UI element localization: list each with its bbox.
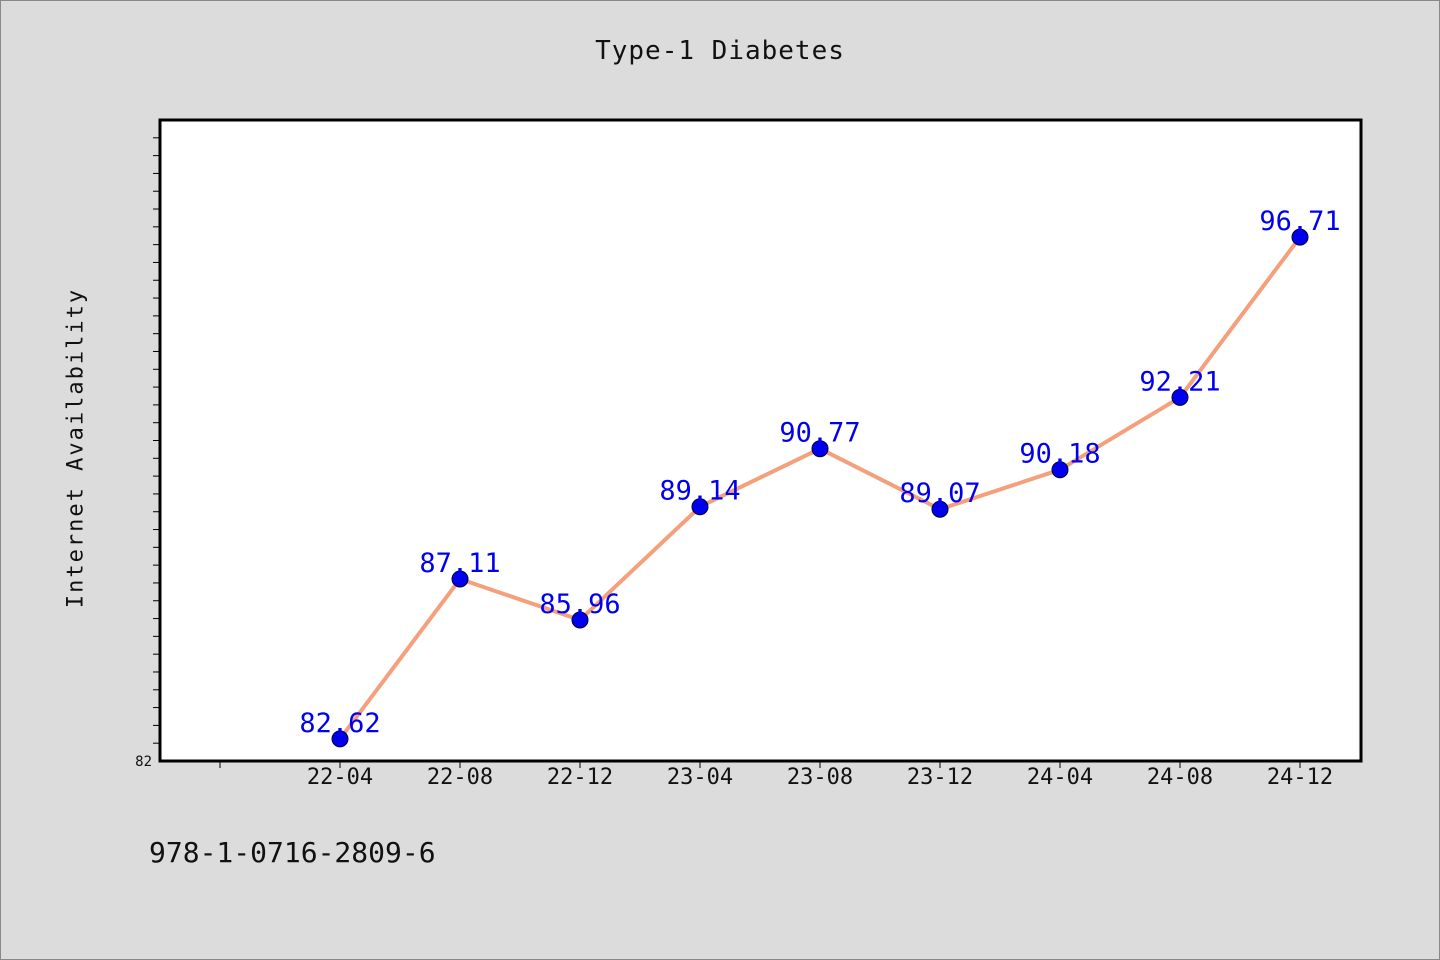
data-point: [451, 570, 469, 588]
x-tick-label: 23-08: [787, 765, 853, 790]
data-point: [331, 730, 349, 748]
x-tick-label: 22-08: [427, 765, 493, 790]
data-point: [1291, 228, 1309, 246]
x-tick-label: 23-12: [907, 765, 973, 790]
data-point: [571, 611, 589, 629]
plot-area: [158, 118, 1363, 763]
x-tick-label: 22-04: [307, 765, 373, 790]
chart-title: Type-1 Diabetes: [595, 36, 845, 66]
data-point: [691, 498, 709, 516]
x-tick-label: 23-04: [667, 765, 733, 790]
x-tick-label: 24-12: [1267, 765, 1333, 790]
data-label: 92.21: [1139, 366, 1220, 397]
data-label: 85.96: [539, 589, 620, 620]
x-tick-label: 22-12: [547, 765, 613, 790]
data-label: 89.14: [659, 476, 740, 507]
data-point: [1171, 388, 1189, 406]
y-tick-label: 82: [135, 754, 152, 770]
x-axis-ticks: 22-04 22-08 22-12 23-04 23-08 23-12 24-04 24-08…: [219, 761, 1333, 790]
data-label: 90.77: [779, 418, 860, 449]
data-label: 87.11: [419, 548, 500, 579]
data-label: 82.62: [299, 708, 380, 739]
x-tick-label: 24-04: [1027, 765, 1093, 790]
data-labels: 82.62 87.11 85.96 89.14 90.77 89.07 90.18 92.21…: [299, 206, 1340, 739]
data-point: [931, 500, 949, 518]
data-markers: [331, 228, 1309, 748]
data-point: [811, 440, 829, 458]
data-label: 89.07: [899, 478, 980, 509]
data-label: 96.71: [1259, 206, 1340, 237]
y-axis-ticks: 82: [135, 137, 160, 770]
data-point: [1051, 461, 1069, 479]
data-label: 90.18: [1019, 439, 1100, 470]
x-tick-label: 24-08: [1147, 765, 1213, 790]
footer-code: 978-1-0716-2809-6: [149, 836, 436, 869]
